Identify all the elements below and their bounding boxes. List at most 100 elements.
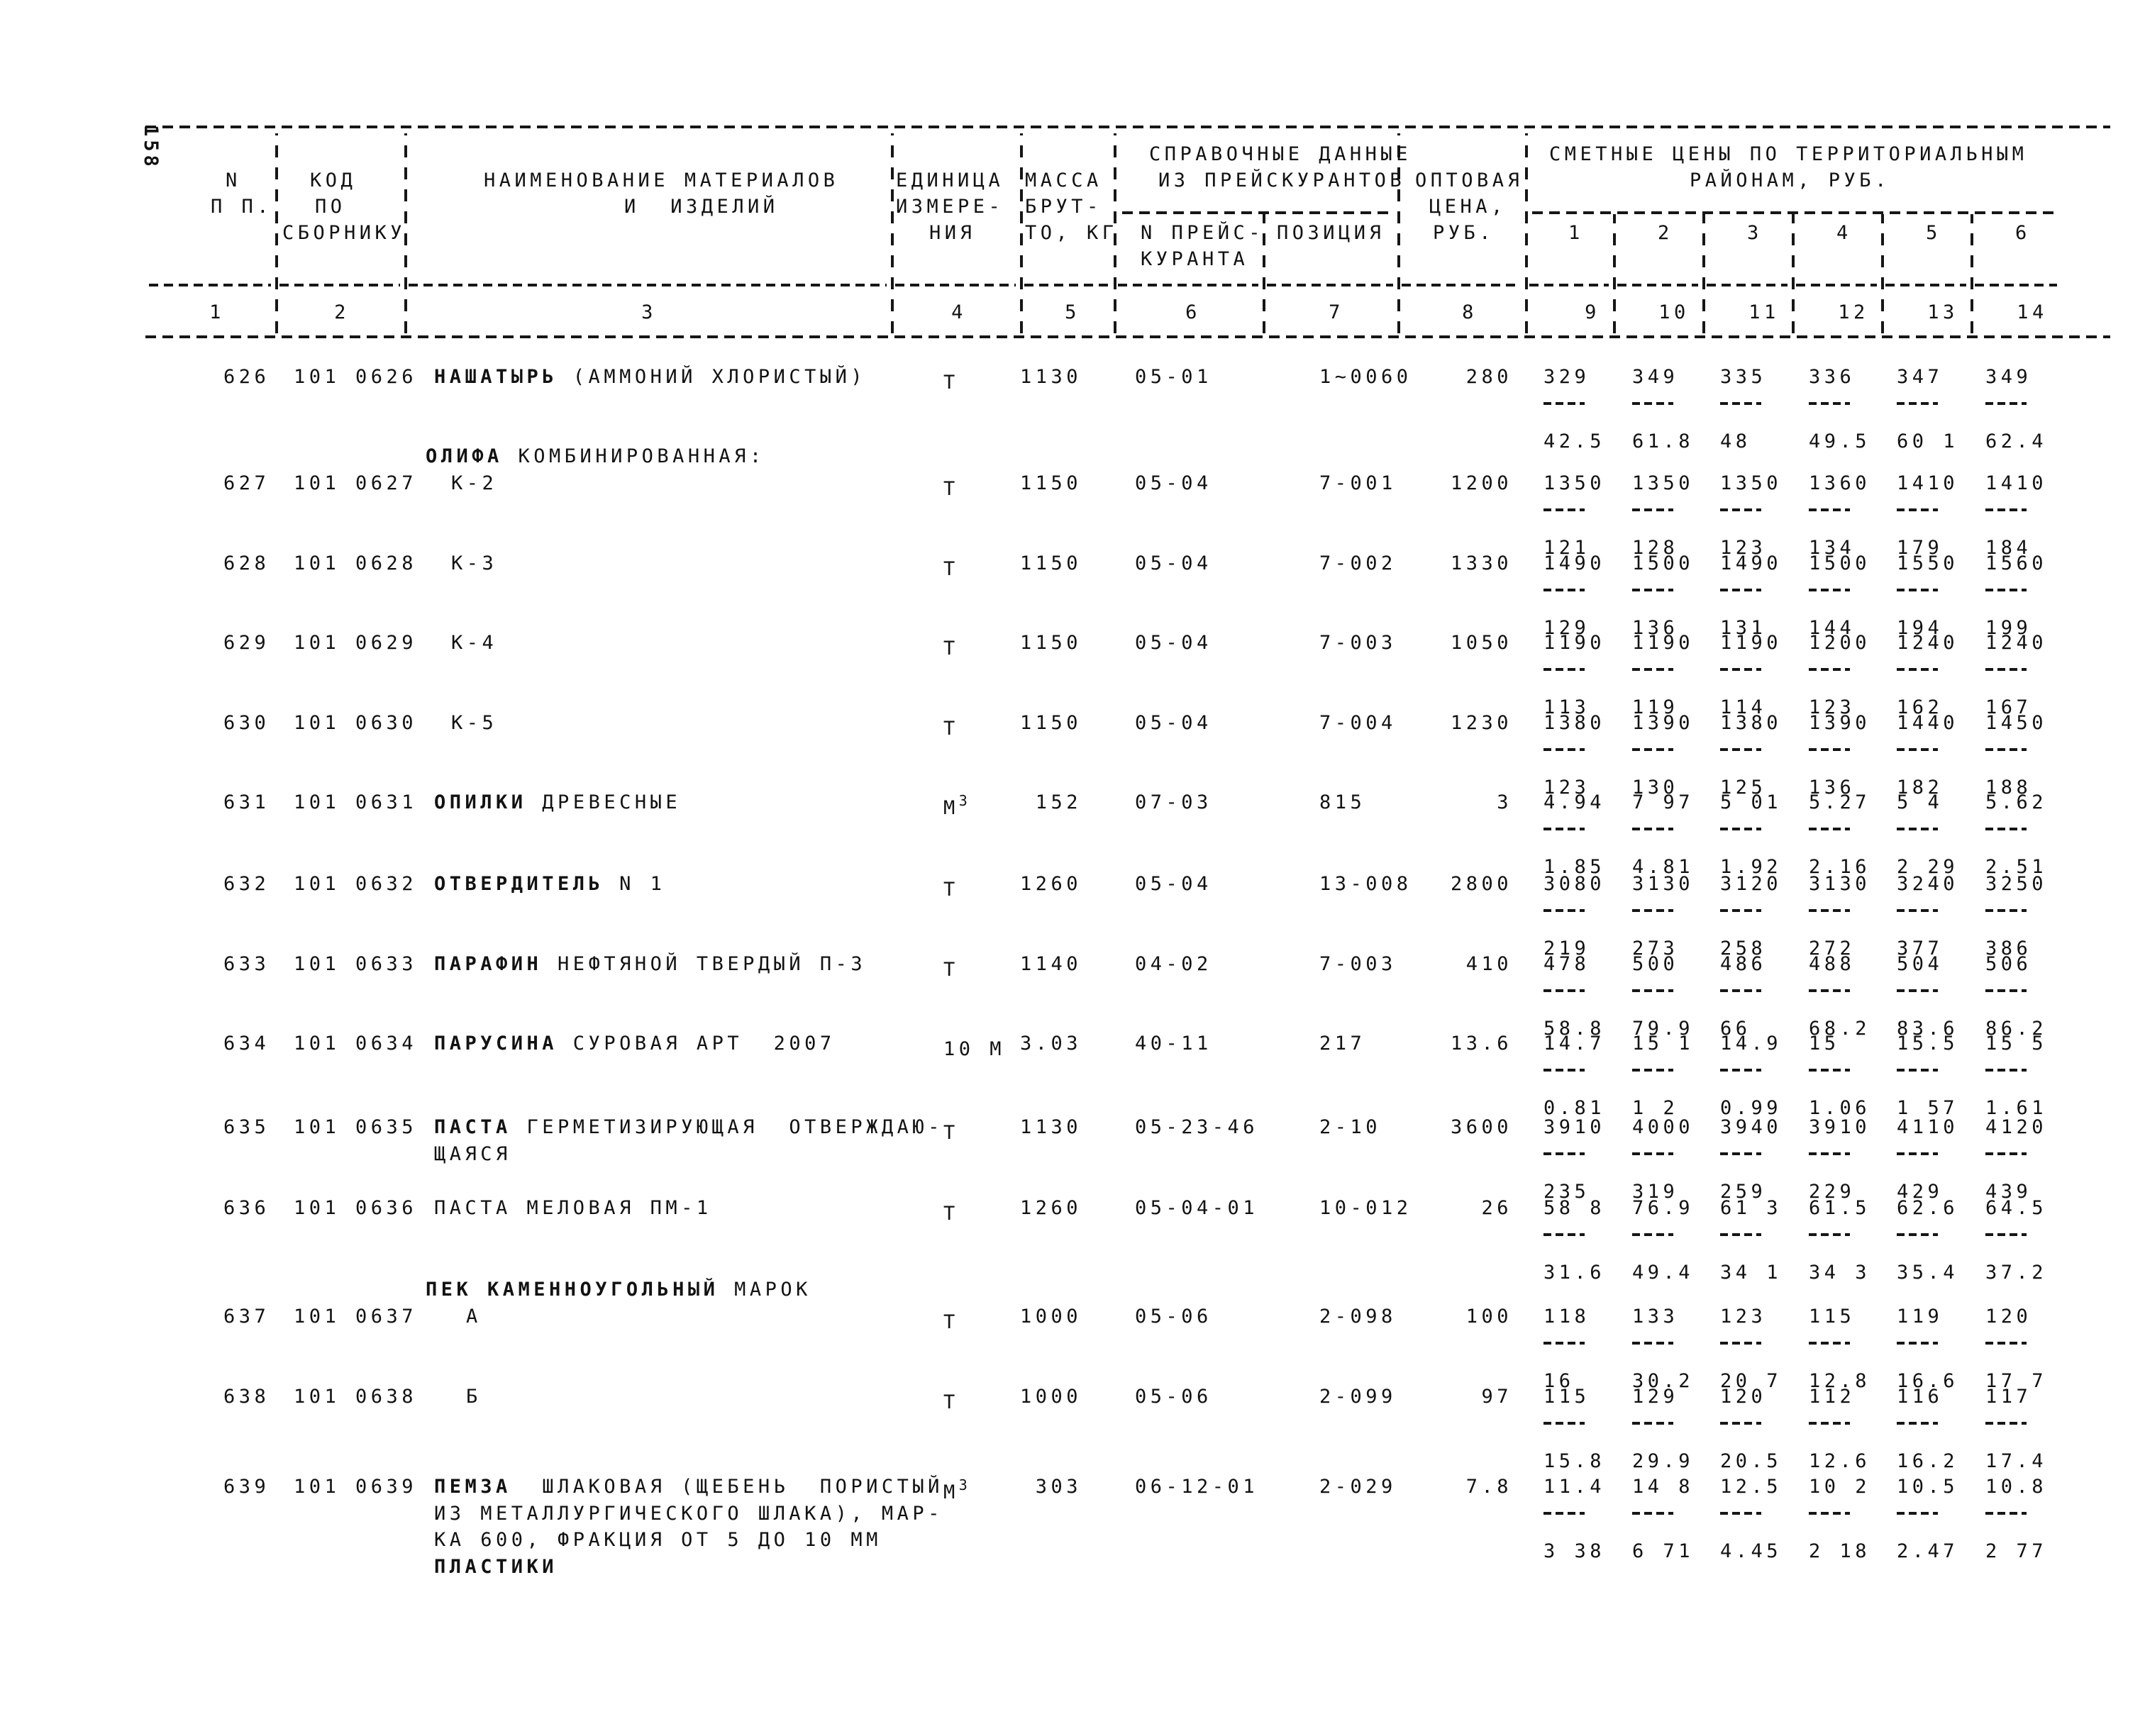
- column-divider: [891, 133, 894, 333]
- code-cell: 101 0632: [294, 873, 418, 895]
- region-subcol-label: 4: [1836, 222, 1852, 244]
- region-price-cell: 61 3 34 1: [1720, 1195, 1809, 1286]
- region-price-bottom: 17.4: [1985, 1450, 2048, 1472]
- fraction-rule: [1632, 667, 1721, 695]
- fraction-rule: [1897, 588, 1985, 616]
- region-price-bottom: 16: [1543, 1370, 1575, 1392]
- position-cell: 2-029: [1319, 1476, 1397, 1498]
- position-cell: 7-003: [1319, 953, 1397, 975]
- code-cell: 101 0626: [294, 366, 418, 388]
- unit-cell: Т: [943, 630, 959, 662]
- region-price-cell: 1500 136: [1632, 550, 1721, 642]
- fraction-rule: [1632, 747, 1721, 775]
- region-price-top: 58 8: [1543, 1197, 1606, 1219]
- code-cell: 101 0638: [294, 1386, 418, 1408]
- region-price-top: 1240: [1985, 632, 2048, 654]
- region-price-bottom: 20 7: [1720, 1370, 1783, 1392]
- column-number: 10: [1658, 301, 1690, 323]
- region-price-bottom: 273: [1632, 937, 1679, 959]
- fraction-rule: [1985, 747, 2074, 775]
- header-regions-group: РАЙОНАМ, РУБ.: [1690, 169, 1890, 191]
- name-text: А: [466, 1306, 482, 1328]
- subcolumn-divider: [1881, 214, 1884, 333]
- region-price-bottom: 62.4: [1985, 430, 2048, 452]
- row-number-cell: 638: [223, 1386, 270, 1408]
- region-price-cell: 76.9 49.4: [1632, 1195, 1721, 1286]
- fraction-rule: [1720, 1152, 1809, 1179]
- name-line: ЩАЯСЯ: [434, 1141, 943, 1168]
- region-price-bottom: 129: [1543, 617, 1590, 639]
- region-price-top: 1410: [1985, 472, 2048, 494]
- fraction-rule: [1543, 401, 1632, 429]
- region-price-bottom: 134: [1809, 537, 1856, 559]
- subcolumn-divider: [1613, 214, 1616, 333]
- region-price-cell: 7 97 4.81: [1632, 789, 1721, 881]
- unit-cell: Т: [943, 1114, 959, 1147]
- fraction-rule: [1809, 588, 1897, 616]
- fraction-rule: [1809, 989, 1897, 1016]
- subcolumn-divider: [1702, 214, 1705, 333]
- position-cell: 7-001: [1319, 472, 1397, 494]
- region-price-bottom: 1.61: [1985, 1097, 2048, 1119]
- unit-cell: Т: [943, 470, 959, 503]
- region-price-top: 15: [1809, 1033, 1840, 1055]
- region-price-bottom: 20.5: [1720, 1450, 1783, 1472]
- wholesale-price-cell: 1330: [1450, 552, 1512, 574]
- subcolumn-divider: [1971, 214, 1973, 333]
- name-text: ПЕМЗА: [434, 1476, 511, 1498]
- row-number-cell: 632: [223, 873, 270, 895]
- fraction-rule: [1720, 1341, 1809, 1369]
- wholesale-price-cell: 2800: [1450, 873, 1512, 895]
- fraction-rule: [1720, 908, 1809, 936]
- name-text: ОТВЕРДИТЕЛЬ: [434, 873, 604, 895]
- fraction-rule: [1720, 1233, 1809, 1260]
- region-price-top: 3910: [1543, 1116, 1606, 1138]
- region-price-top: 5 4: [1897, 791, 1944, 813]
- position-cell: 1~0060: [1319, 366, 1412, 388]
- column-number: 5: [1065, 301, 1080, 323]
- name-cell: К-2: [451, 470, 497, 497]
- name-text: НЕФТЯНОЙ ТВЕРДЫЙ П-3: [542, 953, 867, 975]
- fraction-rule: [1985, 908, 2074, 936]
- name-text: ПАРАФИН: [434, 953, 543, 975]
- fraction-rule: [1897, 1233, 1985, 1260]
- region-price-top: 115: [1543, 1386, 1590, 1408]
- region-price-top: 129: [1632, 1386, 1679, 1408]
- region-price-cell: 1380 125: [1720, 710, 1809, 801]
- table-top-rule: [145, 126, 2110, 128]
- fraction-rule: [1897, 1511, 1985, 1539]
- region-price-top: 1200: [1809, 632, 1871, 654]
- region-price-top: 506: [1985, 953, 2032, 975]
- fraction-rule: [1985, 1341, 2074, 1369]
- region-price-top: 1350: [1632, 472, 1695, 494]
- header-col-wholesale: РУБ.: [1433, 222, 1495, 244]
- pricelist-number-cell: 40-11: [1135, 1033, 1212, 1055]
- wholesale-price-cell: 1230: [1450, 712, 1512, 734]
- region-price-cell: 5 4 2 29: [1897, 789, 1985, 881]
- fraction-rule: [1809, 1341, 1897, 1369]
- region-price-top: 15.5: [1897, 1033, 1959, 1055]
- region-price-bottom: 194: [1897, 617, 1944, 639]
- code-cell: 101 0634: [294, 1033, 418, 1055]
- region-price-bottom: 0.99: [1720, 1097, 1783, 1119]
- unit-cell: 10 М: [943, 1030, 1005, 1063]
- region-price-cell: 1380 123: [1543, 710, 1632, 801]
- position-cell: 815: [1319, 791, 1366, 813]
- region-price-top: 61 3: [1720, 1197, 1783, 1219]
- region-price-top: 1380: [1720, 712, 1783, 734]
- unit-value: Т: [943, 372, 959, 394]
- region-price-bottom: 2.16: [1809, 856, 1871, 878]
- region-price-top: 7 97: [1632, 791, 1695, 813]
- mass-cell: 1150: [1019, 712, 1082, 734]
- region-subcol-label: 6: [2015, 222, 2031, 244]
- code-cell: 101 0636: [294, 1197, 418, 1219]
- header-col-code: СБОРНИКУ: [282, 222, 406, 244]
- region-price-top: 14 8: [1632, 1476, 1695, 1498]
- region-price-bottom: 319: [1632, 1181, 1679, 1203]
- region-price-top: 5.62: [1985, 791, 2048, 813]
- fraction-rule: [1985, 588, 2074, 616]
- region-price-bottom: 136: [1809, 777, 1856, 799]
- region-price-top: 118: [1543, 1306, 1590, 1328]
- region-price-bottom: 259: [1720, 1181, 1767, 1203]
